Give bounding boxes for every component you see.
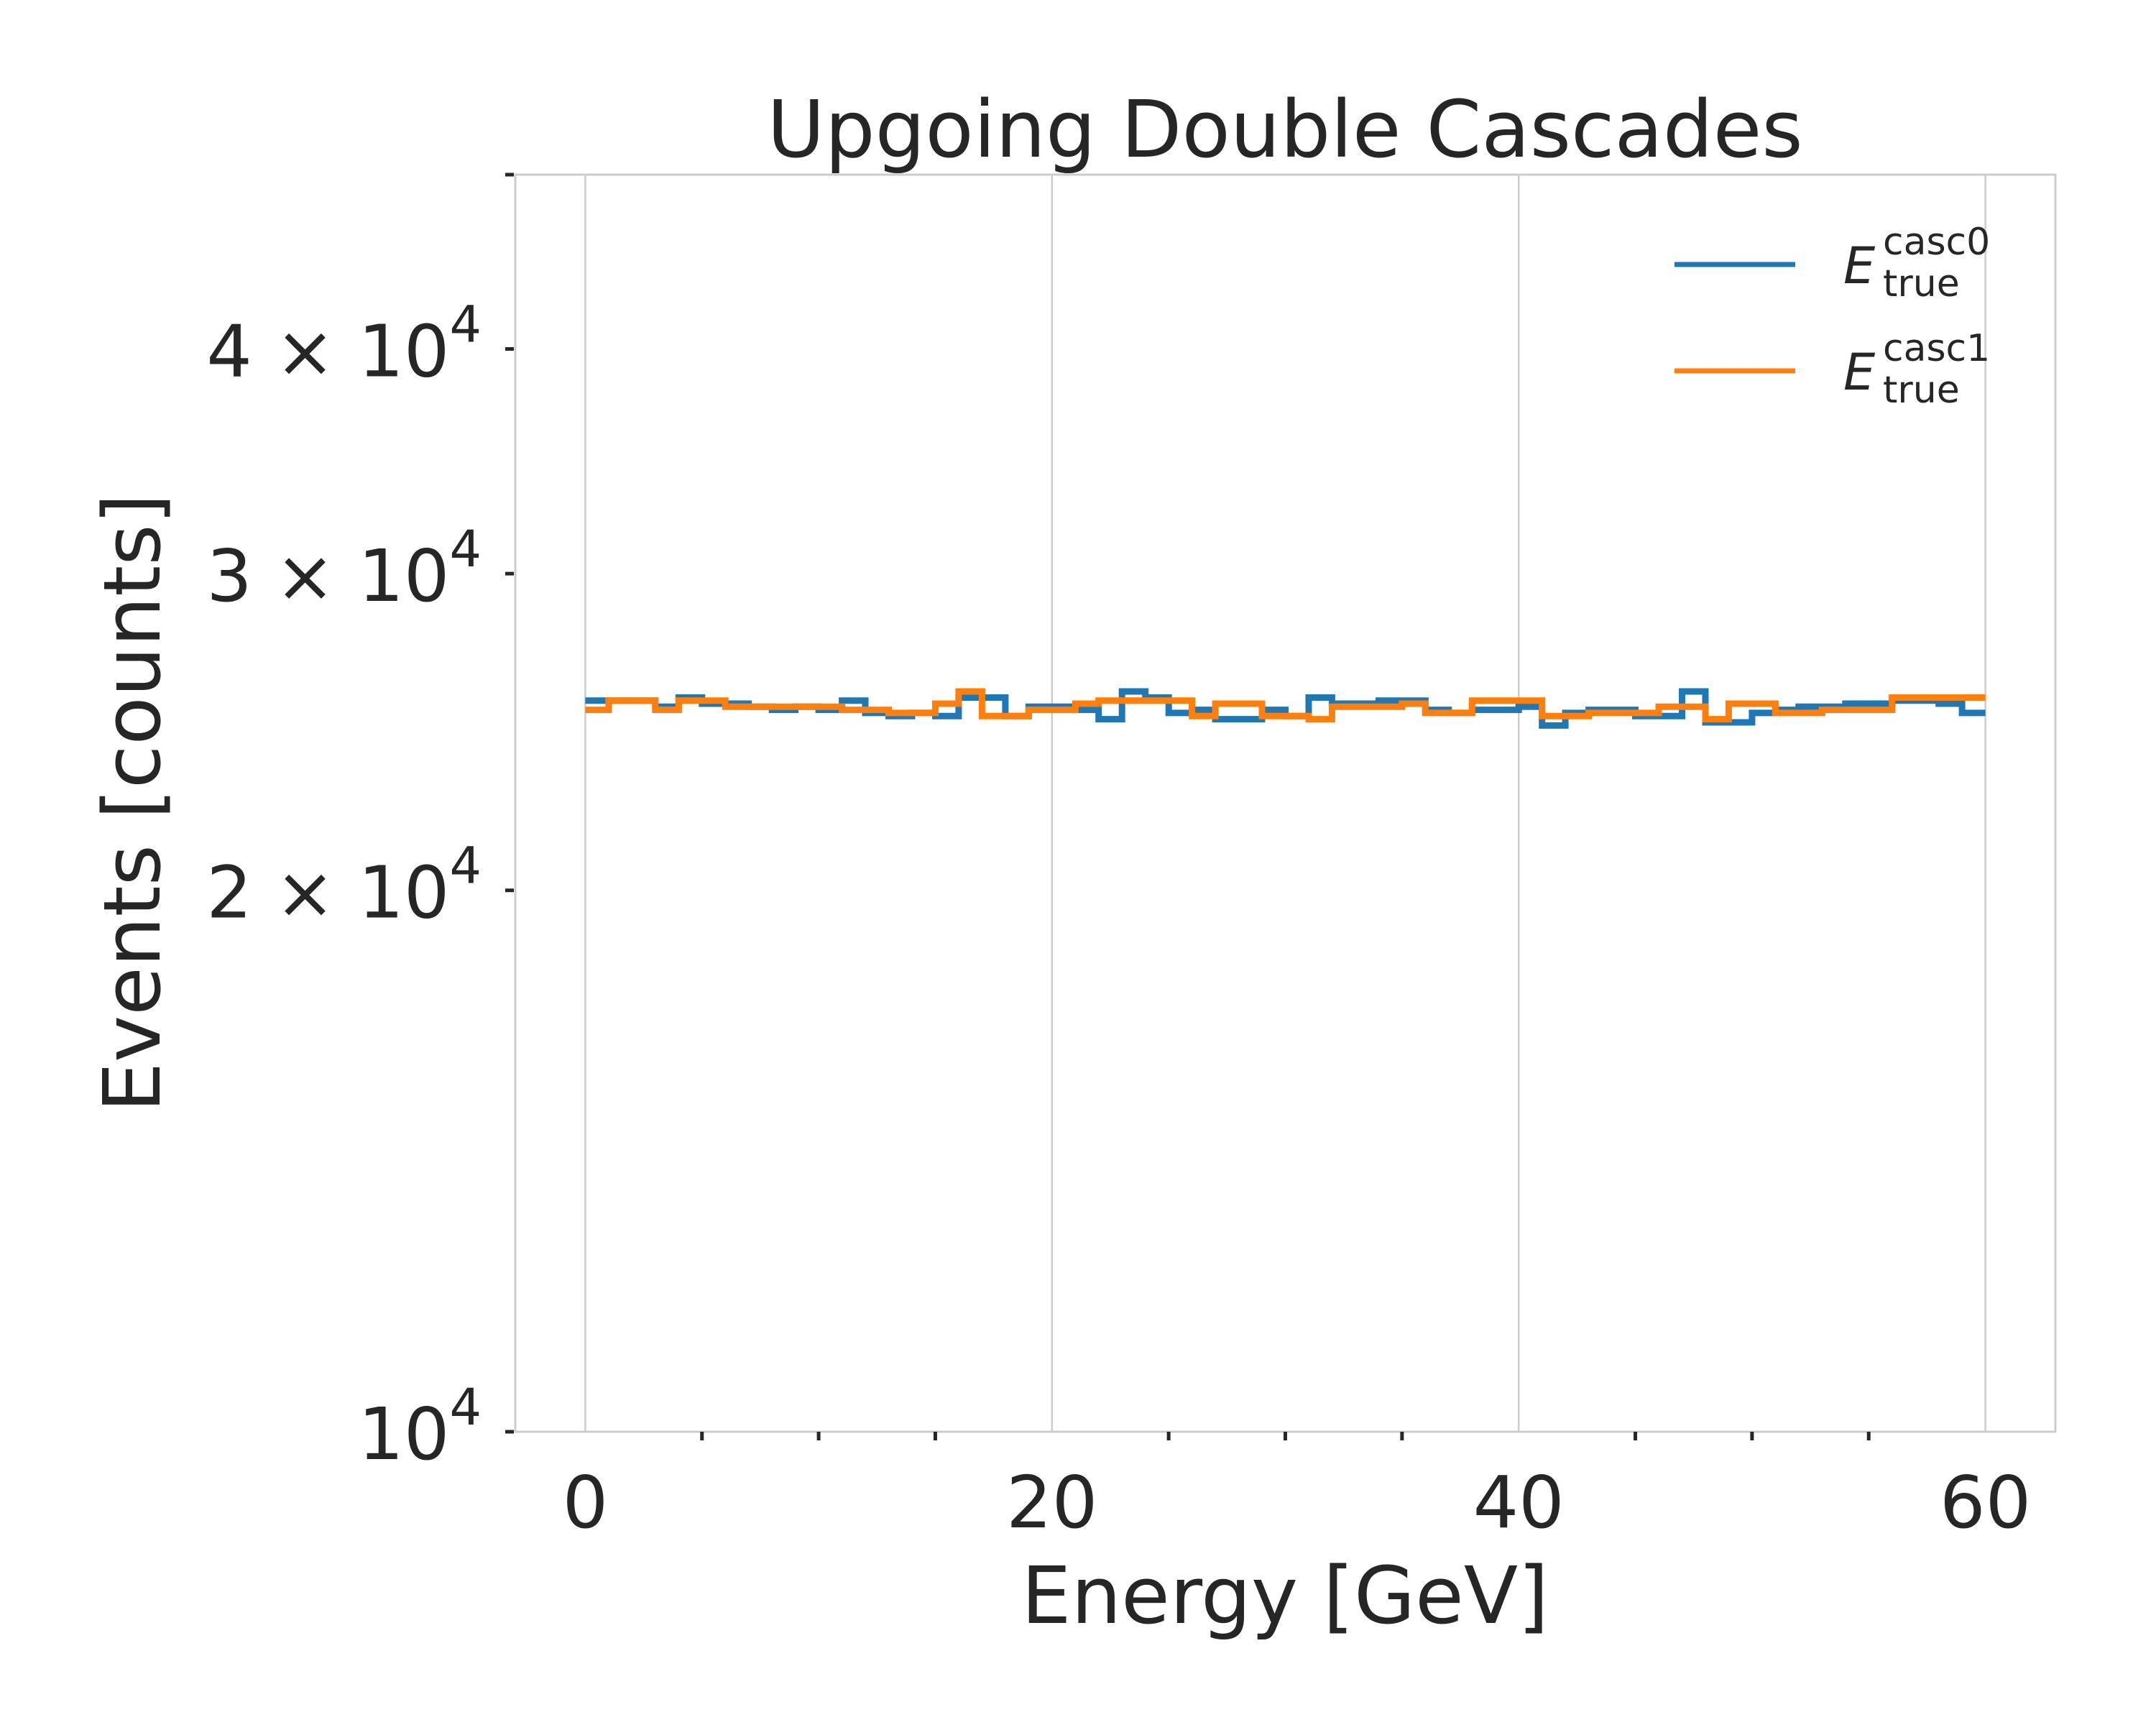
series-line [585, 688, 1986, 723]
series-layer [585, 688, 1986, 729]
y-tick-label: 104 [358, 1378, 482, 1476]
plot-area [514, 173, 2057, 1433]
x-tick-label: 60 [1940, 1460, 2031, 1545]
x-tick-label: 40 [1473, 1460, 1565, 1545]
minor-ticks [700, 1432, 1871, 1440]
chart-title: Upgoing Double Cascades [767, 83, 1803, 175]
y-tick-label: 2 × 104 [206, 837, 482, 935]
y-axis-ticks: 104 2 × 104 3 × 104 4 × 104 [206, 172, 514, 1476]
y-tick-label: 4 × 104 [206, 295, 482, 393]
x-axis-ticks: 0 20 40 60 [563, 1460, 2032, 1545]
x-tick-label: 0 [563, 1460, 609, 1545]
gridlines [584, 175, 1986, 1432]
x-axis-label: Energy [GeV] [1021, 1550, 1549, 1642]
x-tick-label: 20 [1006, 1460, 1097, 1545]
y-tick-label: 3 × 104 [206, 520, 482, 618]
y-axis-label: Events [counts] [86, 494, 178, 1113]
